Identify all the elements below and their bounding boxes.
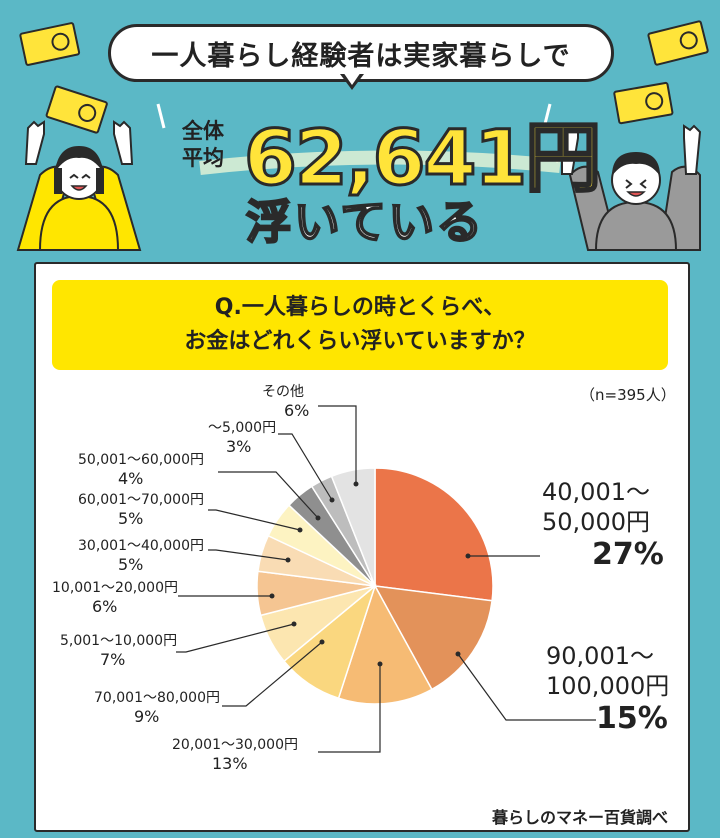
- source-credit: 暮らしのマネー百貨調べ: [492, 808, 669, 827]
- money-bill-icon: [647, 20, 709, 66]
- slice-label: 90,001～: [546, 642, 654, 670]
- slice-percent-label: 4%: [118, 469, 143, 488]
- slice-label: 50,001～60,000円: [78, 452, 204, 468]
- slice-label: ～5,000円: [208, 420, 276, 436]
- sample-size: （n=395人）: [580, 386, 676, 404]
- sparkle-line: [542, 103, 552, 129]
- decoration-layer: [16, 20, 709, 251]
- slice-percent-label: 5%: [118, 555, 143, 574]
- pie-slice: [374, 467, 494, 602]
- slice-label: 10,001～20,000円: [52, 580, 178, 596]
- sparkle-line: [156, 103, 166, 129]
- leader-line: [318, 664, 381, 753]
- leader-dot: [297, 527, 303, 533]
- average-amount: 62,641円: [242, 112, 602, 204]
- question-box: Q.一人暮らしの時とくらべ、 お金はどれくらい浮いていますか？: [52, 280, 668, 370]
- leader-dot: [465, 553, 471, 559]
- pie-slice: [373, 585, 493, 691]
- leader-dot: [455, 651, 461, 657]
- leader-dot: [291, 621, 297, 627]
- slice-label: 70,001～80,000円: [94, 690, 220, 706]
- money-bill-icon: [613, 81, 674, 125]
- slice-label: 60,001～70,000円: [78, 492, 204, 508]
- pie-slice: [330, 467, 376, 587]
- leader-dot: [353, 481, 359, 487]
- question-line1: Q.一人暮らしの時とくらべ、: [214, 295, 506, 320]
- question-line2: お金はどれくらい浮いていますか？: [184, 329, 536, 354]
- slice-label: 100,000円: [546, 672, 669, 700]
- average-label-line1: 全体: [182, 119, 224, 143]
- slice-label: その他: [262, 384, 304, 400]
- slice-label: 30,001～40,000円: [78, 538, 204, 554]
- leader-dot: [329, 497, 335, 503]
- leader-dot: [319, 639, 325, 645]
- leader-line: [218, 471, 319, 519]
- slice-percent-label: 15%: [596, 701, 668, 736]
- leader-dot: [285, 557, 291, 563]
- slice-percent-label: 27%: [592, 537, 664, 572]
- slice-label: 50,000円: [542, 508, 650, 536]
- bubble-tail-inner: [343, 72, 361, 85]
- slice-percent-label: 6%: [92, 597, 117, 616]
- slice-percent-label: 13%: [212, 754, 248, 773]
- highlight-stroke: [199, 150, 561, 175]
- leader-line: [208, 509, 301, 531]
- slice-percent-label: 7%: [100, 650, 125, 669]
- pie-slice: [337, 584, 433, 705]
- slice-percent-label: 6%: [284, 401, 309, 420]
- leader-dot: [315, 515, 321, 521]
- headline-bubble: 一人暮らし経験者は実家暮らしで: [108, 24, 614, 82]
- money-bill-icon: [19, 22, 81, 66]
- slice-label: 20,001～30,000円: [172, 737, 298, 753]
- money-bill-icon: [45, 85, 108, 134]
- leader-dot: [269, 593, 275, 599]
- woman-cheering-icon: [16, 120, 142, 251]
- slice-percent-label: 3%: [226, 437, 251, 456]
- leader-line: [318, 405, 357, 484]
- man-cheering-icon: [561, 124, 702, 251]
- headline-text: 一人暮らし経験者は実家暮らしで: [151, 40, 571, 72]
- slice-percent-label: 5%: [118, 509, 143, 528]
- leader-line: [176, 623, 295, 653]
- slice-percent-label: 9%: [134, 707, 159, 726]
- average-label-line2: 平均: [182, 146, 224, 170]
- leader-line: [278, 433, 333, 501]
- floats-text: 浮いている: [245, 194, 485, 250]
- leader-line: [208, 549, 289, 561]
- leader-dot: [377, 661, 383, 667]
- leader-line: [457, 653, 596, 721]
- leader-line: [222, 641, 323, 707]
- slice-label: 40,001～: [542, 478, 650, 506]
- slice-label: 5,001～10,000円: [60, 633, 177, 649]
- average-label: 全体 平均: [182, 118, 242, 172]
